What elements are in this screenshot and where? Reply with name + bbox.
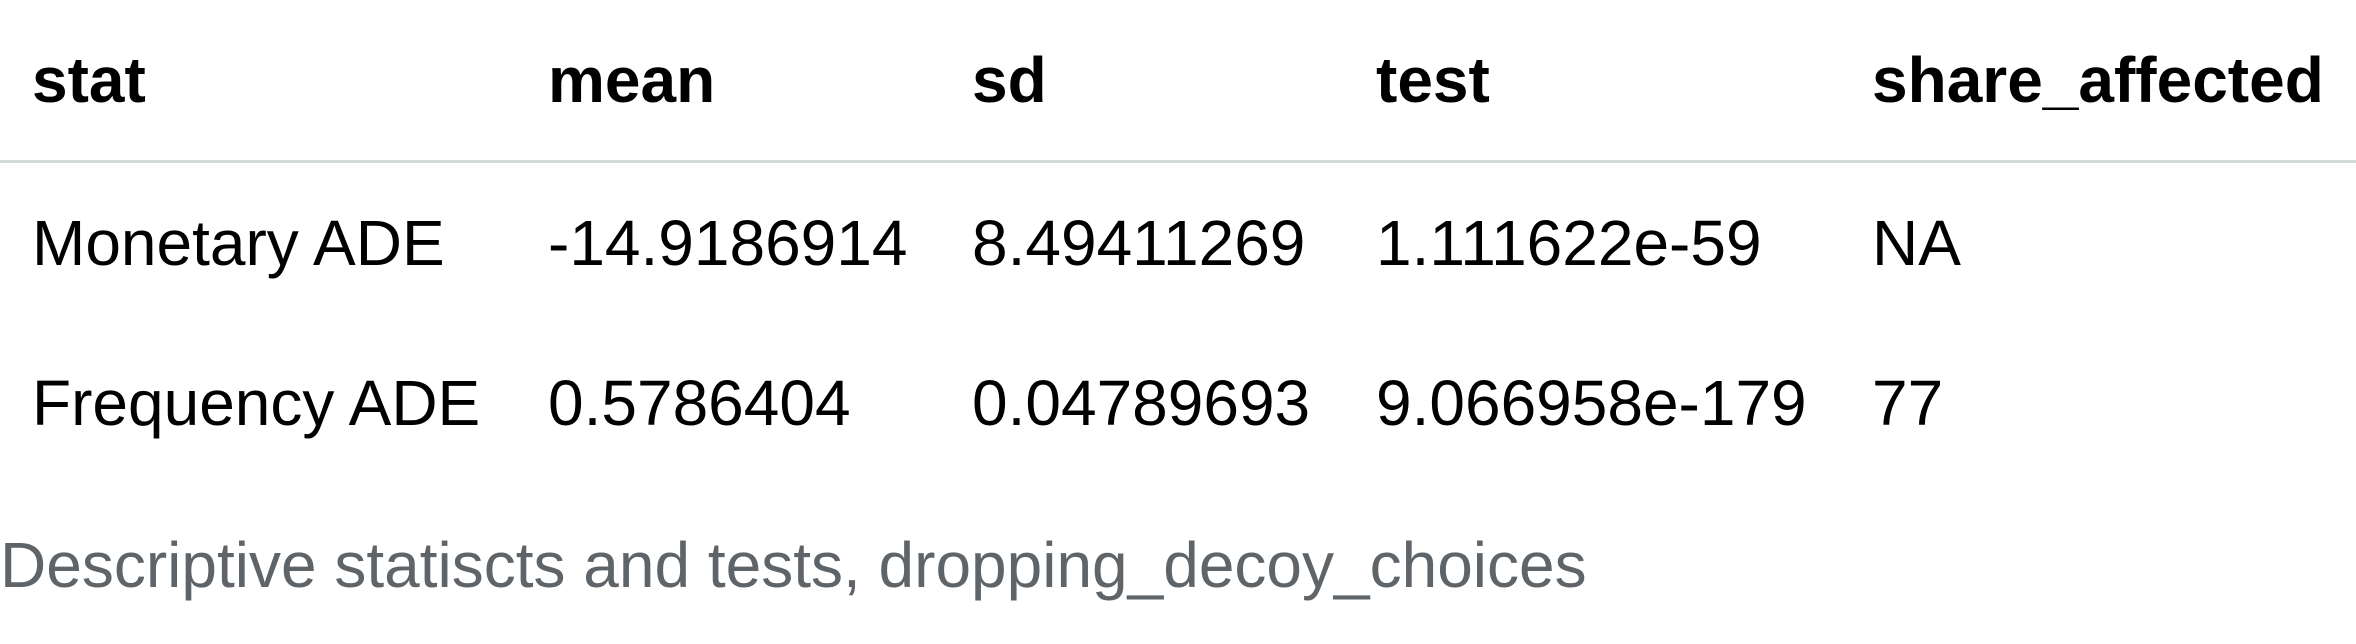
cell-sd: 8.49411269 [972, 207, 1306, 279]
table-row: Monetary ADE -14.9186914 8.49411269 1.11… [0, 162, 2356, 324]
stats-table: stat mean sd test share_affected Monetar… [0, 0, 2356, 484]
cell-mean: -14.9186914 [548, 207, 908, 279]
cell-mean: 0.5786404 [548, 367, 851, 439]
header-row: stat mean sd test share_affected [0, 0, 2356, 162]
column-header-share-affected: share_affected [1872, 44, 2324, 116]
table-body: Monetary ADE -14.9186914 8.49411269 1.11… [0, 162, 2356, 484]
table-caption: Descriptive statiscts and tests, droppin… [0, 529, 1587, 601]
column-header-stat: stat [32, 44, 146, 116]
cell-test: 9.066958e-179 [1376, 367, 1807, 439]
cell-share-affected: NA [1872, 207, 1961, 279]
cell-stat: Frequency ADE [32, 367, 481, 439]
cell-test: 1.111622e-59 [1376, 207, 1762, 279]
cell-stat: Monetary ADE [32, 207, 445, 279]
column-header-sd: sd [972, 44, 1047, 116]
cell-share-affected: 77 [1872, 367, 1944, 439]
column-header-mean: mean [548, 44, 716, 116]
cell-sd: 0.04789693 [972, 367, 1311, 439]
column-header-test: test [1376, 44, 1490, 116]
table-header: stat mean sd test share_affected [0, 0, 2356, 162]
table-row: Frequency ADE 0.5786404 0.04789693 9.066… [0, 323, 2356, 483]
stats-table-container: stat mean sd test share_affected Monetar… [0, 0, 2356, 601]
